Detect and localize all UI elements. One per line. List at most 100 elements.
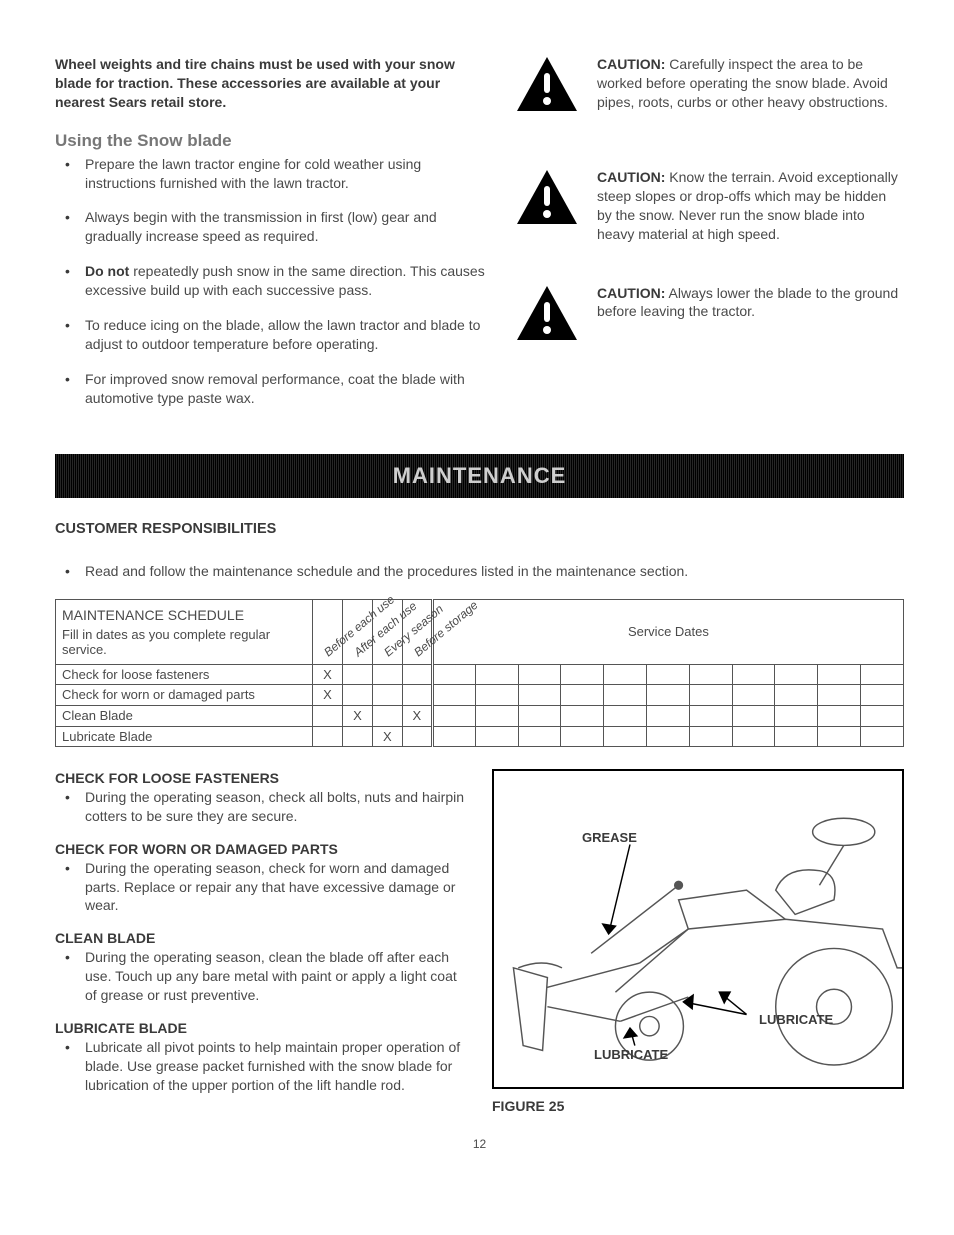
date-cell	[732, 685, 775, 706]
date-cell	[604, 685, 647, 706]
check-cell	[372, 664, 402, 685]
maint-item: LUBRICATE BLADELubricate all pivot point…	[55, 1019, 467, 1095]
date-cell	[775, 664, 818, 685]
maintenance-banner: MAINTENANCE	[55, 454, 904, 498]
date-cell	[432, 685, 475, 706]
date-cell	[646, 706, 689, 727]
date-cell	[818, 664, 861, 685]
figure-caption: FIGURE 25	[492, 1097, 904, 1116]
date-cell	[775, 706, 818, 727]
check-cell	[372, 685, 402, 706]
date-cell	[689, 706, 732, 727]
row-label: Check for worn or damaged parts	[56, 685, 313, 706]
row-label: Check for loose fasteners	[56, 664, 313, 685]
caution-text: CAUTION: Carefully inspect the area to b…	[597, 55, 904, 112]
maint-item-bullet: During the operating season, check for w…	[73, 859, 467, 916]
maint-item-heading: CHECK FOR LOOSE FASTENERS	[55, 769, 467, 788]
warning-triangle-icon	[515, 55, 579, 113]
check-cell	[312, 706, 342, 727]
maint-item-bullet: Lubricate all pivot points to help maint…	[73, 1038, 467, 1095]
using-bullet: Always begin with the transmission in fi…	[73, 208, 485, 246]
date-cell	[861, 685, 904, 706]
date-cell	[861, 706, 904, 727]
date-cell	[646, 664, 689, 685]
date-cell	[861, 726, 904, 747]
using-bullet-list: Prepare the lawn tractor engine for cold…	[55, 155, 485, 408]
date-cell	[475, 685, 518, 706]
date-cell	[604, 706, 647, 727]
table-header-row: MAINTENANCE SCHEDULE Fill in dates as yo…	[56, 599, 904, 664]
bottom-section: CHECK FOR LOOSE FASTENERSDuring the oper…	[55, 769, 904, 1116]
date-cell	[518, 706, 561, 727]
warning-triangle-icon	[515, 284, 579, 342]
date-cell	[732, 664, 775, 685]
caution-text: CAUTION: Always lower the blade to the g…	[597, 284, 904, 322]
figure-label-grease: GREASE	[582, 829, 637, 847]
caution-row: CAUTION: Always lower the blade to the g…	[515, 284, 904, 342]
date-cell	[561, 706, 604, 727]
date-cell	[775, 726, 818, 747]
date-cell	[432, 726, 475, 747]
right-column: CAUTION: Carefully inspect the area to b…	[515, 55, 904, 424]
caution-text: CAUTION: Know the terrain. Avoid excepti…	[597, 168, 904, 244]
maint-item: CHECK FOR WORN OR DAMAGED PARTSDuring th…	[55, 840, 467, 916]
maint-item-bullet: During the operating season, check all b…	[73, 788, 467, 826]
maint-item: CLEAN BLADEDuring the operating season, …	[55, 929, 467, 1005]
check-cell	[372, 706, 402, 727]
date-cell	[475, 664, 518, 685]
service-dates-header: Service Dates	[432, 599, 903, 664]
check-cell	[402, 664, 432, 685]
check-cell	[312, 726, 342, 747]
maint-item: CHECK FOR LOOSE FASTENERSDuring the oper…	[55, 769, 467, 826]
check-cell	[342, 685, 372, 706]
date-cell	[775, 685, 818, 706]
date-cell	[646, 685, 689, 706]
customer-resp-bullet: Read and follow the maintenance schedule…	[73, 562, 904, 581]
check-cell	[402, 726, 432, 747]
maint-header-left: MAINTENANCE SCHEDULE Fill in dates as yo…	[56, 599, 313, 664]
date-cell	[475, 706, 518, 727]
diag-header: After each use	[342, 599, 372, 664]
banner-text: MAINTENANCE	[393, 461, 567, 491]
check-cell: X	[372, 726, 402, 747]
check-cell	[402, 685, 432, 706]
bottom-left: CHECK FOR LOOSE FASTENERSDuring the oper…	[55, 769, 467, 1116]
row-label: Clean Blade	[56, 706, 313, 727]
date-cell	[432, 706, 475, 727]
maint-item-bullet: During the operating season, clean the b…	[73, 948, 467, 1005]
using-bullet: Prepare the lawn tractor engine for cold…	[73, 155, 485, 193]
date-cell	[732, 706, 775, 727]
maint-item-heading: CLEAN BLADE	[55, 929, 467, 948]
figure-label-lubricate: LUBRICATE	[594, 1046, 668, 1064]
date-cell	[818, 685, 861, 706]
caution-row: CAUTION: Carefully inspect the area to b…	[515, 55, 904, 113]
date-cell	[818, 706, 861, 727]
page-number: 12	[55, 1136, 904, 1152]
check-cell	[342, 726, 372, 747]
row-label: Lubricate Blade	[56, 726, 313, 747]
bottom-right: GREASE LUBRICATE LUBRICATE FIGURE 25	[492, 769, 904, 1116]
date-cell	[518, 664, 561, 685]
date-cell	[561, 685, 604, 706]
date-cell	[732, 726, 775, 747]
date-cell	[561, 664, 604, 685]
maintenance-schedule-table: MAINTENANCE SCHEDULE Fill in dates as yo…	[55, 599, 904, 747]
date-cell	[861, 664, 904, 685]
check-cell: X	[402, 706, 432, 727]
using-bullet: For improved snow removal performance, c…	[73, 370, 485, 408]
customer-responsibilities: CUSTOMER RESPONSIBILITIES Read and follo…	[55, 520, 904, 581]
date-cell	[518, 726, 561, 747]
table-row: Clean BladeXX	[56, 706, 904, 727]
date-cell	[604, 664, 647, 685]
table-row: Lubricate Blade X	[56, 726, 904, 747]
caution-row: CAUTION: Know the terrain. Avoid excepti…	[515, 168, 904, 244]
top-section: Wheel weights and tire chains must be us…	[55, 55, 904, 424]
figure-box: GREASE LUBRICATE LUBRICATE	[492, 769, 904, 1089]
date-cell	[518, 685, 561, 706]
date-cell	[646, 726, 689, 747]
diag-header: Before storage	[402, 599, 432, 664]
maint-item-heading: LUBRICATE BLADE	[55, 1019, 467, 1038]
date-cell	[561, 726, 604, 747]
figure-label-lubricate: LUBRICATE	[759, 1011, 833, 1029]
check-cell: X	[312, 685, 342, 706]
